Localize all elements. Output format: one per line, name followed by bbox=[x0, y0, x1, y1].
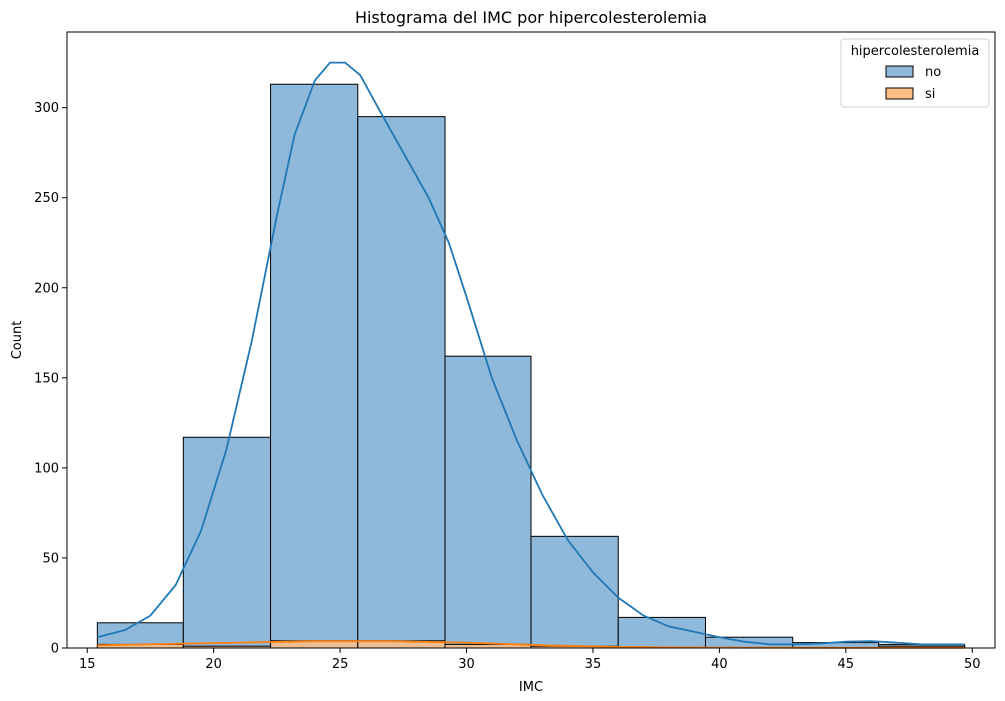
y-tick-label-250: 250 bbox=[34, 191, 59, 206]
y-tick-label-200: 200 bbox=[34, 281, 59, 296]
axes-frame bbox=[66, 31, 996, 649]
y-tick-label-150: 150 bbox=[34, 371, 59, 386]
x-tick-label-25: 25 bbox=[332, 657, 349, 672]
legend-label-si: si bbox=[925, 87, 935, 102]
series-no bbox=[96, 83, 966, 649]
plot-area bbox=[96, 61, 966, 649]
x-tick-label-40: 40 bbox=[711, 657, 728, 672]
bar-no-7 bbox=[617, 616, 706, 649]
legend: hipercolesterolemia no si bbox=[840, 38, 990, 108]
kde-line-no bbox=[97, 61, 965, 646]
legend-swatch-si bbox=[885, 87, 914, 100]
y-tick-label-50: 50 bbox=[42, 551, 59, 566]
bar-no-5 bbox=[444, 355, 532, 649]
x-tick-label-35: 35 bbox=[585, 657, 602, 672]
x-tick-label-30: 30 bbox=[458, 657, 475, 672]
y-tick-label-100: 100 bbox=[34, 461, 59, 476]
legend-swatch-no bbox=[885, 65, 914, 78]
legend-label-no: no bbox=[925, 65, 941, 80]
x-tick-label-45: 45 bbox=[838, 657, 855, 672]
chart-title: Histograma del IMC por hipercolesterolem… bbox=[355, 8, 707, 27]
x-axis-title: IMC bbox=[519, 680, 543, 695]
legend-title: hipercolesterolemia bbox=[851, 44, 980, 59]
x-tick-label-15: 15 bbox=[79, 657, 96, 672]
bar-no-3 bbox=[270, 83, 359, 649]
bar-no-6 bbox=[530, 535, 619, 649]
bar-no-4 bbox=[357, 116, 446, 649]
legend-box bbox=[840, 38, 990, 108]
axes: 15 20 25 30 35 40 45 50 0 50 100 150 200 250 300 bbox=[34, 31, 996, 672]
bar-no-2 bbox=[182, 436, 272, 649]
y-tick-label-0: 0 bbox=[51, 642, 59, 657]
y-tick-label-300: 300 bbox=[34, 101, 59, 116]
x-tick-label-50: 50 bbox=[964, 657, 981, 672]
y-axis-title: Count bbox=[10, 321, 25, 360]
x-tick-label-20: 20 bbox=[205, 657, 222, 672]
